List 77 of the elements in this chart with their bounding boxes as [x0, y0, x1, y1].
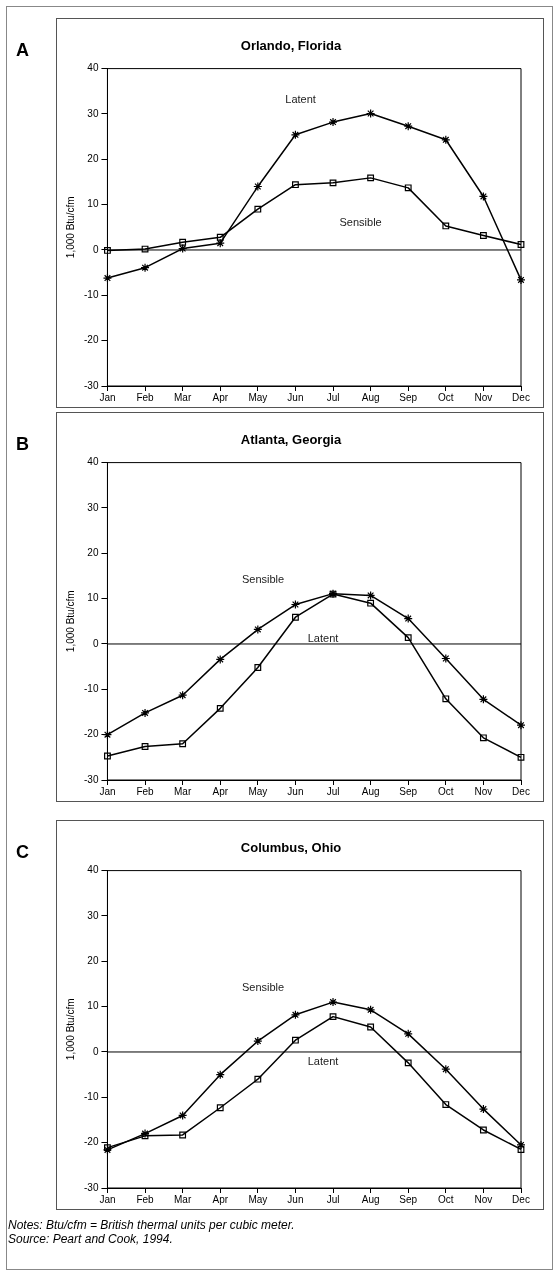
series-label: Sensible: [241, 981, 285, 994]
x-tick-label: Oct: [438, 785, 454, 797]
y-tick-label: 40: [87, 864, 99, 876]
x-tick-label: Nov: [474, 785, 493, 797]
y-tick-label: -30: [84, 1181, 99, 1193]
x-tick-label: Sep: [399, 1193, 418, 1205]
series-label: Latent: [307, 632, 339, 645]
series-label: Sensible: [241, 572, 285, 585]
x-tick-label: Dec: [512, 785, 530, 797]
x-tick-label: Mar: [174, 1193, 192, 1205]
x-tick-label: Jul: [326, 1193, 340, 1205]
series-label: Latent: [285, 92, 316, 105]
chart-title: Atlanta, Georgia: [240, 432, 342, 448]
x-tick-label: May: [248, 1193, 268, 1205]
y-tick-label: -10: [84, 1091, 99, 1103]
x-tick-label: Mar: [174, 391, 192, 403]
y-tick-label: -30: [84, 379, 99, 391]
y-tick-label: 0: [92, 637, 99, 649]
y-tick-label: 10: [87, 198, 99, 210]
x-tick-label: Jan: [99, 785, 116, 797]
x-tick-label: Aug: [361, 391, 380, 403]
x-tick-label: Sep: [399, 785, 418, 797]
x-tick-label: Apr: [212, 1193, 229, 1205]
text: Sensible: [339, 215, 382, 228]
x-tick-label: May: [248, 391, 268, 403]
chart-title: Orlando, Florida: [240, 38, 342, 54]
y-tick-label: 30: [87, 909, 99, 921]
y-tick-label: 40: [87, 456, 99, 468]
x-tick-label: Oct: [438, 1193, 454, 1205]
x-tick-label: Feb: [136, 1193, 155, 1205]
y-tick-label: -10: [84, 683, 99, 695]
x-tick-label: Dec: [512, 1193, 530, 1205]
y-tick-label: -20: [84, 728, 99, 740]
x-tick-label: Nov: [474, 1193, 493, 1205]
x-tick-label: Jul: [326, 785, 340, 797]
x-tick-label: Feb: [136, 391, 155, 403]
source-note: Source: Peart and Cook, 1994.: [8, 1232, 174, 1246]
y-tick-label: 20: [87, 955, 99, 967]
x-tick-label: May: [248, 785, 268, 797]
y-axis-title: 1,000 Btu/cfm: [64, 998, 76, 1061]
y-tick-label: -30: [84, 773, 99, 785]
x-tick-label: Oct: [438, 391, 454, 403]
x-tick-label: Jul: [326, 391, 340, 403]
series-label: Latent: [307, 1054, 339, 1067]
x-tick-label: Dec: [512, 391, 530, 403]
text: B: [16, 434, 29, 455]
x-tick-label: Jan: [99, 1193, 116, 1205]
x-tick-label: Apr: [212, 785, 229, 797]
x-tick-label: Jun: [287, 391, 304, 403]
text: Notes: Btu/cfm = British thermal units per cubic meter.: [8, 1218, 295, 1232]
y-axis-title: 1,000 Btu/cfm: [64, 196, 76, 259]
x-tick-label: Aug: [361, 1193, 380, 1205]
x-tick-label: Mar: [174, 785, 192, 797]
y-tick-label: 0: [92, 1045, 99, 1057]
chart-title: Columbus, Ohio: [240, 840, 342, 856]
x-tick-label: Jun: [287, 785, 304, 797]
x-tick-label: Feb: [136, 785, 155, 797]
y-tick-label: 30: [87, 107, 99, 119]
x-tick-label: Apr: [212, 391, 229, 403]
x-tick-label: Jan: [99, 391, 116, 403]
y-tick-label: 10: [87, 592, 99, 604]
text: A: [16, 40, 29, 61]
y-tick-label: 30: [87, 501, 99, 513]
x-tick-label: Sep: [399, 391, 418, 403]
y-tick-label: -10: [84, 289, 99, 301]
x-tick-label: Jun: [287, 1193, 304, 1205]
y-tick-label: 20: [87, 547, 99, 559]
text: C: [16, 842, 29, 863]
y-tick-label: 0: [92, 243, 99, 255]
x-tick-label: Nov: [474, 391, 493, 403]
y-tick-label: -20: [84, 334, 99, 346]
x-tick-label: Aug: [361, 785, 380, 797]
y-tick-label: 10: [87, 1000, 99, 1012]
y-axis-title: 1,000 Btu/cfm: [64, 590, 76, 653]
y-tick-label: 40: [87, 62, 99, 74]
y-tick-label: 20: [87, 153, 99, 165]
y-tick-label: -20: [84, 1136, 99, 1148]
